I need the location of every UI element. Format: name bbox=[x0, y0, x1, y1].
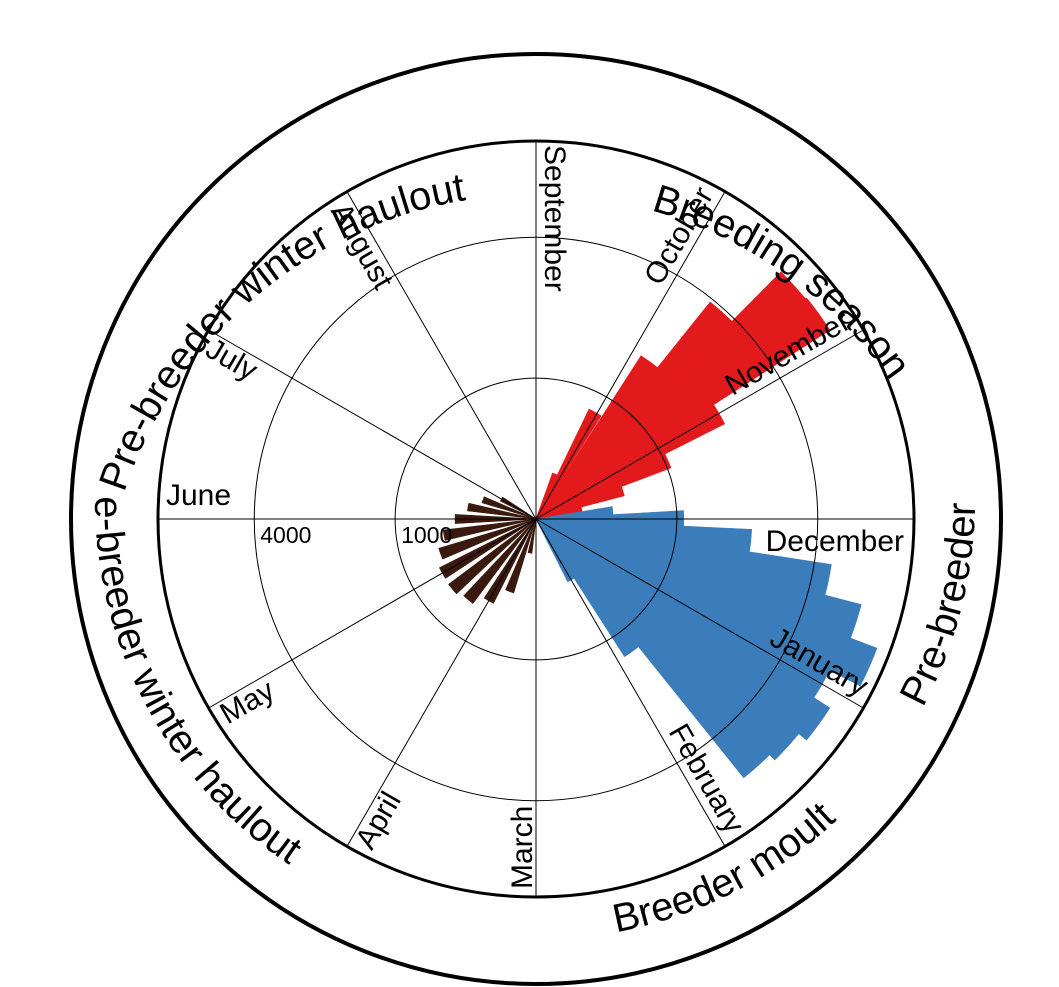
month-label-september: September bbox=[538, 145, 571, 292]
radial-tick-label-0: 1000 bbox=[401, 522, 452, 548]
bar-series0-8 bbox=[535, 485, 625, 520]
bar-series0-5 bbox=[535, 297, 831, 520]
grid-layer bbox=[69, 52, 1003, 986]
bar-series1-9 bbox=[535, 518, 773, 779]
spoke-10 bbox=[208, 329, 537, 520]
bars-layer bbox=[438, 271, 878, 779]
bar-series2-9 bbox=[467, 502, 537, 520]
season-ring bbox=[69, 52, 1003, 986]
month-label-may: May bbox=[215, 674, 281, 731]
bar-series2-4 bbox=[448, 518, 537, 595]
bar-series2-3 bbox=[463, 518, 537, 604]
spoke-1 bbox=[535, 191, 726, 520]
month-label-april: April bbox=[349, 786, 408, 854]
season-layer: Breeding season Pre-breeder winter haulo… bbox=[0, 0, 984, 941]
radial-tick-label-1: 4000 bbox=[260, 522, 311, 548]
bar-series2-1 bbox=[505, 518, 537, 594]
spoke-5 bbox=[535, 518, 726, 847]
bar-series2-7 bbox=[442, 518, 537, 541]
bar-series2-6 bbox=[438, 518, 537, 560]
spoke-11 bbox=[346, 191, 537, 520]
season-label-prebreeder-winter-haulout-top: Pre-breeder winter haulout bbox=[91, 165, 468, 495]
bar-series1-5 bbox=[535, 518, 878, 687]
month-label-march: March bbox=[506, 806, 539, 889]
bar-series2-10 bbox=[481, 496, 537, 520]
month-label-december: December bbox=[766, 525, 904, 558]
month-label-june: June bbox=[166, 479, 231, 512]
spoke-2 bbox=[535, 329, 864, 520]
spoke-7 bbox=[346, 518, 537, 847]
bar-series1-7 bbox=[535, 518, 831, 741]
bar-series1-8 bbox=[535, 518, 802, 761]
bar-series0-7 bbox=[535, 452, 672, 520]
bar-series1-10 bbox=[535, 518, 640, 658]
spoke-8 bbox=[208, 518, 537, 709]
bar-series2-0 bbox=[527, 518, 537, 554]
spoke-4 bbox=[535, 518, 864, 709]
